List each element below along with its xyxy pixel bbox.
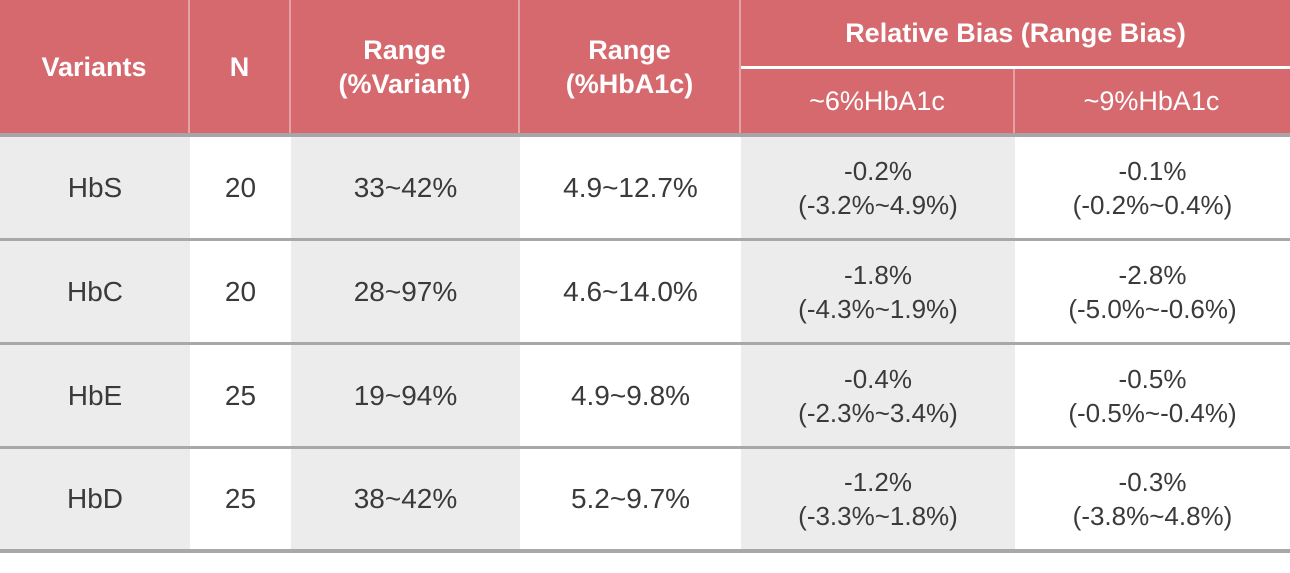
cell-range-hba1c: 5.2~9.7% — [520, 449, 741, 549]
cell-n: 20 — [190, 137, 291, 238]
cell-n: 25 — [190, 345, 291, 446]
cell-range-variant: 28~97% — [291, 241, 520, 342]
bias-value: -0.5% — [1118, 363, 1187, 394]
bias-range: (-0.5%~-0.4%) — [1068, 397, 1237, 428]
bias-value: -1.8% — [844, 259, 912, 290]
cell-variant: HbE — [0, 345, 190, 446]
header-subrow: ~6%HbA1c ~9%HbA1c — [741, 69, 1290, 133]
bias-range: (-2.3%~3.4%) — [798, 397, 958, 428]
bias-value: -0.1% — [1118, 155, 1187, 186]
cell-range-variant: 19~94% — [291, 345, 520, 446]
header-label-range-variant-line2: (%Variant) — [338, 68, 471, 99]
header-cell-range-hba1c: Range (%HbA1c) — [520, 0, 741, 133]
bias-range: (-3.3%~1.8%) — [798, 501, 958, 531]
table-row-hbc: HbC 20 28~97% 4.6~14.0% -1.8% (-4.3%~1.9… — [0, 241, 1290, 345]
bias-value: -0.2% — [844, 155, 912, 186]
cell-n: 25 — [190, 449, 291, 549]
cell-bias-9pct: -0.3% (-3.8%~4.8%) — [1015, 449, 1290, 549]
cell-variant: HbS — [0, 137, 190, 238]
header-cell-6pct-hba1c: ~6%HbA1c — [741, 69, 1015, 133]
cell-range-hba1c: 4.6~14.0% — [520, 241, 741, 342]
cell-bias-9pct: -0.1% (-0.2%~0.4%) — [1015, 137, 1290, 238]
cell-variant: HbD — [0, 449, 190, 549]
cell-bias-6pct: -1.2% (-3.3%~1.8%) — [741, 449, 1015, 549]
header-group-relative-bias: Relative Bias (Range Bias) ~6%HbA1c ~9%H… — [741, 0, 1290, 133]
cell-bias-6pct: -1.8% (-4.3%~1.9%) — [741, 241, 1015, 342]
table-row-hbs: HbS 20 33~42% 4.9~12.7% -0.2% (-3.2%~4.9… — [0, 137, 1290, 241]
cell-bias-9pct: -0.5% (-0.5%~-0.4%) — [1015, 345, 1290, 446]
header-label-relative-bias: Relative Bias (Range Bias) — [845, 17, 1186, 48]
bias-range: (-0.2%~0.4%) — [1072, 189, 1233, 220]
table-row-hbd: HbD 25 38~42% 5.2~9.7% -1.2% (-3.3%~1.8%… — [0, 449, 1290, 553]
cell-range-variant: 38~42% — [291, 449, 520, 549]
bias-range: (-3.8%~4.8%) — [1072, 501, 1233, 531]
bias-value: -0.4% — [844, 363, 912, 394]
header-cell-variants: Variants — [0, 0, 190, 133]
bias-value: -1.2% — [844, 467, 912, 497]
bias-range: (-4.3%~1.9%) — [798, 293, 958, 324]
cell-bias-9pct: -2.8% (-5.0%~-0.6%) — [1015, 241, 1290, 342]
header-label-variants: Variants — [41, 51, 147, 82]
header-cell-n: N — [190, 0, 291, 133]
table-row-hbe: HbE 25 19~94% 4.9~9.8% -0.4% (-2.3%~3.4%… — [0, 345, 1290, 449]
cell-variant: HbC — [0, 241, 190, 342]
cell-range-variant: 33~42% — [291, 137, 520, 238]
cell-range-hba1c: 4.9~9.8% — [520, 345, 741, 446]
bias-value: -2.8% — [1118, 259, 1187, 290]
header-cell-range-variant: Range (%Variant) — [291, 0, 520, 133]
table-body: HbS 20 33~42% 4.9~12.7% -0.2% (-3.2%~4.9… — [0, 137, 1290, 553]
cell-range-hba1c: 4.9~12.7% — [520, 137, 741, 238]
cell-bias-6pct: -0.4% (-2.3%~3.4%) — [741, 345, 1015, 446]
header-label-range-hba1c-line2: (%HbA1c) — [565, 68, 694, 99]
header-cell-9pct-hba1c: ~9%HbA1c — [1083, 85, 1220, 116]
bias-range: (-3.2%~4.9%) — [798, 189, 958, 220]
header-label-range-variant-line1: Range — [363, 34, 446, 65]
bias-range: (-5.0%~-0.6%) — [1068, 293, 1237, 324]
header-label-n: N — [229, 51, 250, 82]
bias-value: -0.3% — [1118, 467, 1187, 497]
header-label-range-hba1c-line1: Range — [588, 34, 671, 65]
cell-n: 20 — [190, 241, 291, 342]
table-header-row: Variants N Range (%Variant) Range (%HbA1… — [0, 0, 1290, 137]
header-group-divider-line — [741, 66, 1290, 69]
cell-bias-6pct: -0.2% (-3.2%~4.9%) — [741, 137, 1015, 238]
